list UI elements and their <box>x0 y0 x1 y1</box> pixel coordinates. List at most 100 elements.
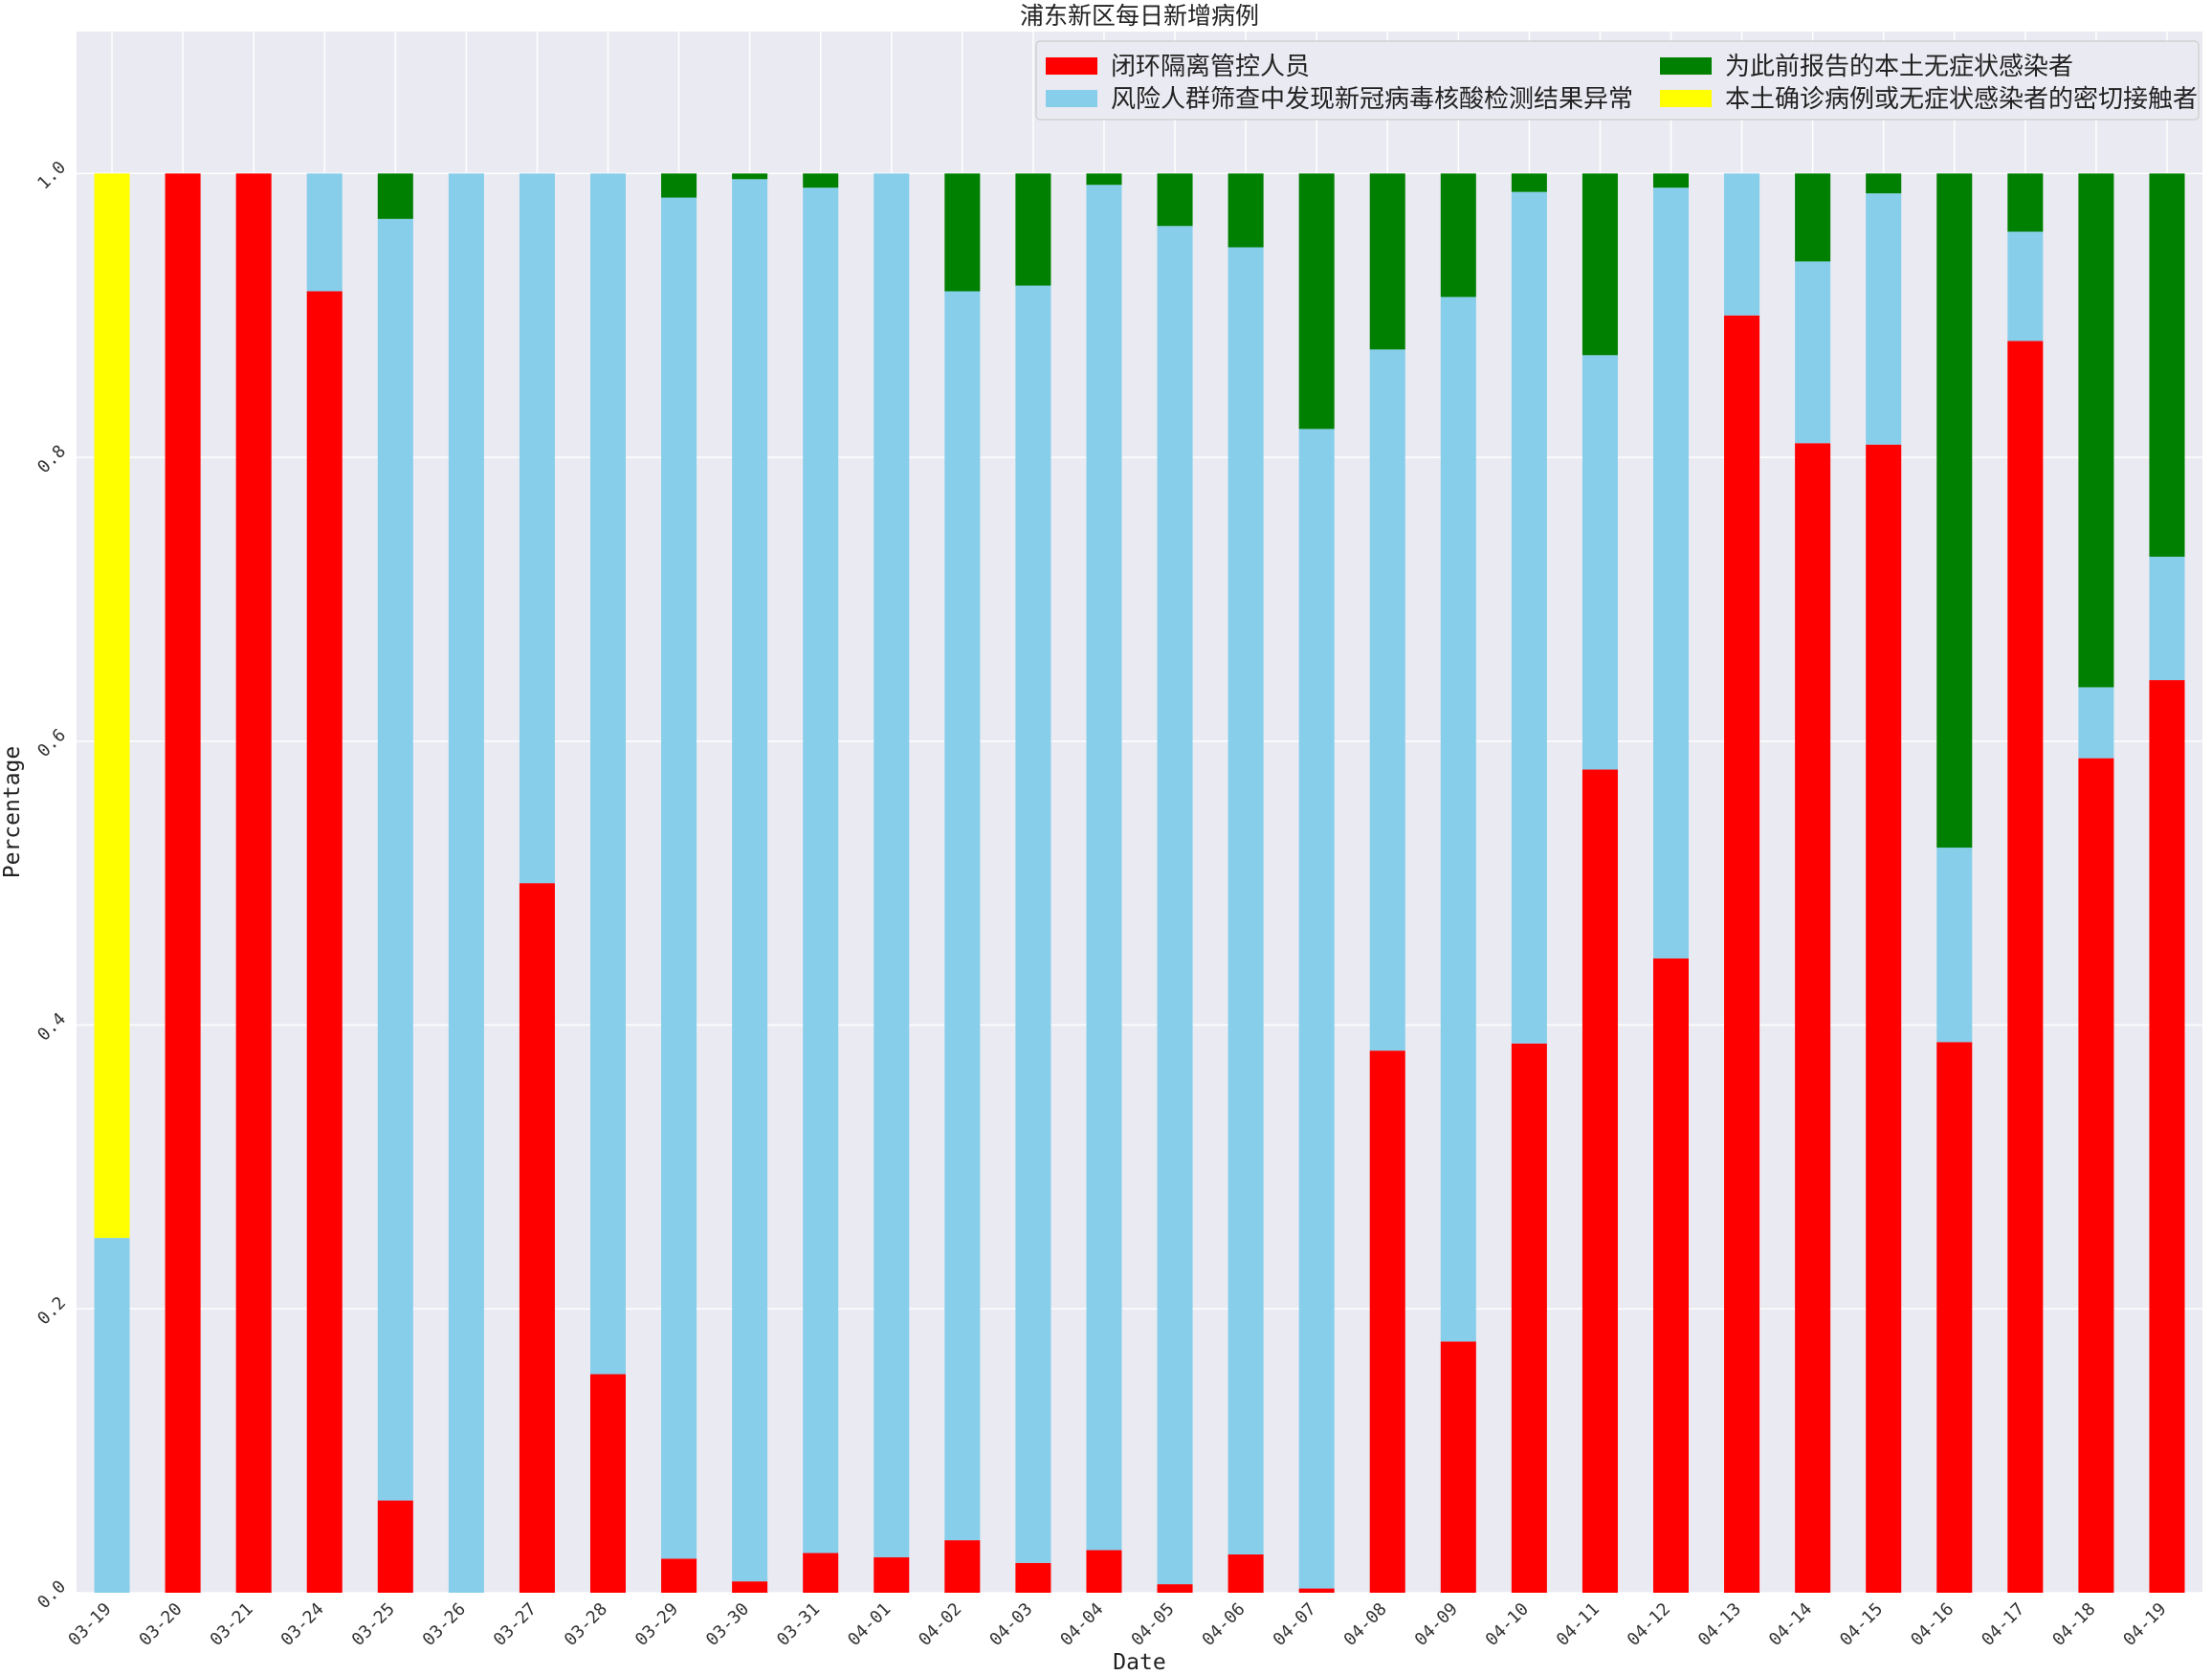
bar-segment <box>1015 173 1051 286</box>
x-tick-label: 04-03 <box>985 1599 1036 1650</box>
bar-segment <box>1582 769 1618 1593</box>
x-tick-label: 03-30 <box>702 1599 753 1650</box>
bar-segment <box>519 883 555 1593</box>
x-tick-label: 04-14 <box>1765 1599 1816 1650</box>
x-tick-label: 04-11 <box>1553 1599 1604 1650</box>
x-tick-label: 04-06 <box>1198 1599 1249 1650</box>
bar-segment <box>1795 443 1831 1594</box>
y-tick-label: 0.0 <box>33 1576 70 1613</box>
bar-segment <box>2078 758 2114 1593</box>
bar-segment <box>1866 444 1902 1594</box>
legend-swatch <box>1046 57 1097 75</box>
bar-segment <box>1298 173 1335 430</box>
x-tick-label: 04-12 <box>1624 1599 1674 1650</box>
bars <box>94 173 2185 1594</box>
bar-segment <box>1936 173 1973 849</box>
bar-segment <box>1652 187 1690 959</box>
y-axis-label: Percentage <box>0 746 25 878</box>
y-tick-label: 0.2 <box>33 1292 70 1329</box>
x-tick-label: 04-15 <box>1836 1599 1887 1650</box>
bar-segment <box>1440 297 1476 1342</box>
x-tick-label: 03-29 <box>631 1599 682 1650</box>
legend-label: 闭环隔离管控人员 <box>1111 53 1310 81</box>
bar-segment <box>1652 173 1690 188</box>
bar-segment <box>94 173 130 1239</box>
bar-segment <box>377 173 413 219</box>
bar-segment <box>1795 173 1831 262</box>
x-tick-label: 04-02 <box>915 1599 965 1650</box>
bar-segment <box>1652 958 1690 1593</box>
bar-segment <box>1936 1042 1973 1593</box>
plot-area <box>77 32 2202 1593</box>
y-tick-label: 0.4 <box>33 1009 70 1046</box>
bar-segment <box>1440 1341 1476 1593</box>
bar-segment <box>1795 261 1831 444</box>
bar-segment <box>306 173 343 292</box>
bar-segment <box>1936 848 1973 1043</box>
x-tick-label: 04-04 <box>1056 1599 1107 1650</box>
x-tick-label: 04-17 <box>1978 1599 2028 1650</box>
x-tick-label: 03-24 <box>277 1599 328 1650</box>
bar-segment <box>1511 1043 1547 1593</box>
bar-segment <box>661 173 697 198</box>
x-tick-label: 03-31 <box>773 1599 824 1650</box>
bar-segment <box>306 291 343 1593</box>
bar-segment <box>1015 285 1051 1563</box>
bar-segment <box>1369 173 1405 350</box>
bar-segment <box>2149 556 2185 681</box>
bar-segment <box>1228 247 1264 1554</box>
legend-swatch <box>1660 57 1712 75</box>
bar-segment <box>2007 231 2044 342</box>
bar-segment <box>1440 173 1476 298</box>
bar-segment <box>1157 173 1193 227</box>
bar-segment <box>2007 173 2044 232</box>
bar-segment <box>519 173 555 884</box>
x-tick-label: 03-25 <box>348 1599 399 1650</box>
bar-segment <box>1015 1562 1051 1593</box>
legend-label: 风险人群筛查中发现新冠病毒核酸检测结果异常 <box>1111 85 1633 114</box>
bar-segment <box>732 1581 768 1593</box>
bar-segment <box>1157 1584 1193 1593</box>
legend-swatch <box>1660 90 1712 107</box>
x-tick-label: 04-08 <box>1340 1599 1391 1650</box>
bar-segment <box>1228 1554 1264 1593</box>
y-tick-label: 0.6 <box>33 725 70 761</box>
x-tick-label: 03-26 <box>419 1599 470 1650</box>
bar-segment <box>1582 173 1618 356</box>
bar-segment <box>377 218 413 1501</box>
bar-segment <box>2007 341 2044 1593</box>
bar-segment <box>1298 1588 1335 1593</box>
bar-segment <box>1369 1050 1405 1593</box>
bar-segment <box>2149 173 2185 557</box>
x-axis-label: Date <box>1113 1650 1165 1675</box>
bar-segment <box>1724 173 1760 316</box>
bar-segment <box>803 1553 839 1593</box>
bar-segment <box>589 1374 627 1593</box>
x-tick-label: 03-19 <box>64 1599 115 1650</box>
bar-segment <box>803 173 839 188</box>
x-tick-label: 04-19 <box>2119 1599 2170 1650</box>
x-tick-label: 03-27 <box>490 1599 541 1650</box>
bar-segment <box>2149 680 2185 1593</box>
legend-label: 本土确诊病例或无症状感染者的密切接触者 <box>1725 85 2198 114</box>
bar-segment <box>1866 193 1902 445</box>
bar-segment <box>1582 355 1618 770</box>
x-tick-label: 04-07 <box>1270 1599 1320 1650</box>
bar-segment <box>1724 315 1760 1593</box>
x-tick-label: 04-09 <box>1411 1599 1462 1650</box>
bar-segment <box>1866 173 1902 194</box>
x-tick-label: 04-16 <box>1907 1599 1958 1650</box>
x-tick-label: 04-05 <box>1127 1599 1178 1650</box>
bar-segment <box>2078 687 2114 759</box>
bar-segment <box>1086 1550 1122 1593</box>
legend-label: 为此前报告的本土无症状感染者 <box>1725 53 2073 81</box>
bar-segment <box>1298 429 1335 1589</box>
bar-segment <box>2078 173 2114 688</box>
bar-segment <box>661 197 697 1559</box>
bar-segment <box>803 187 839 1554</box>
x-tick-label: 03-28 <box>561 1599 611 1650</box>
bar-segment <box>1228 173 1264 248</box>
bar-segment <box>874 1556 910 1593</box>
